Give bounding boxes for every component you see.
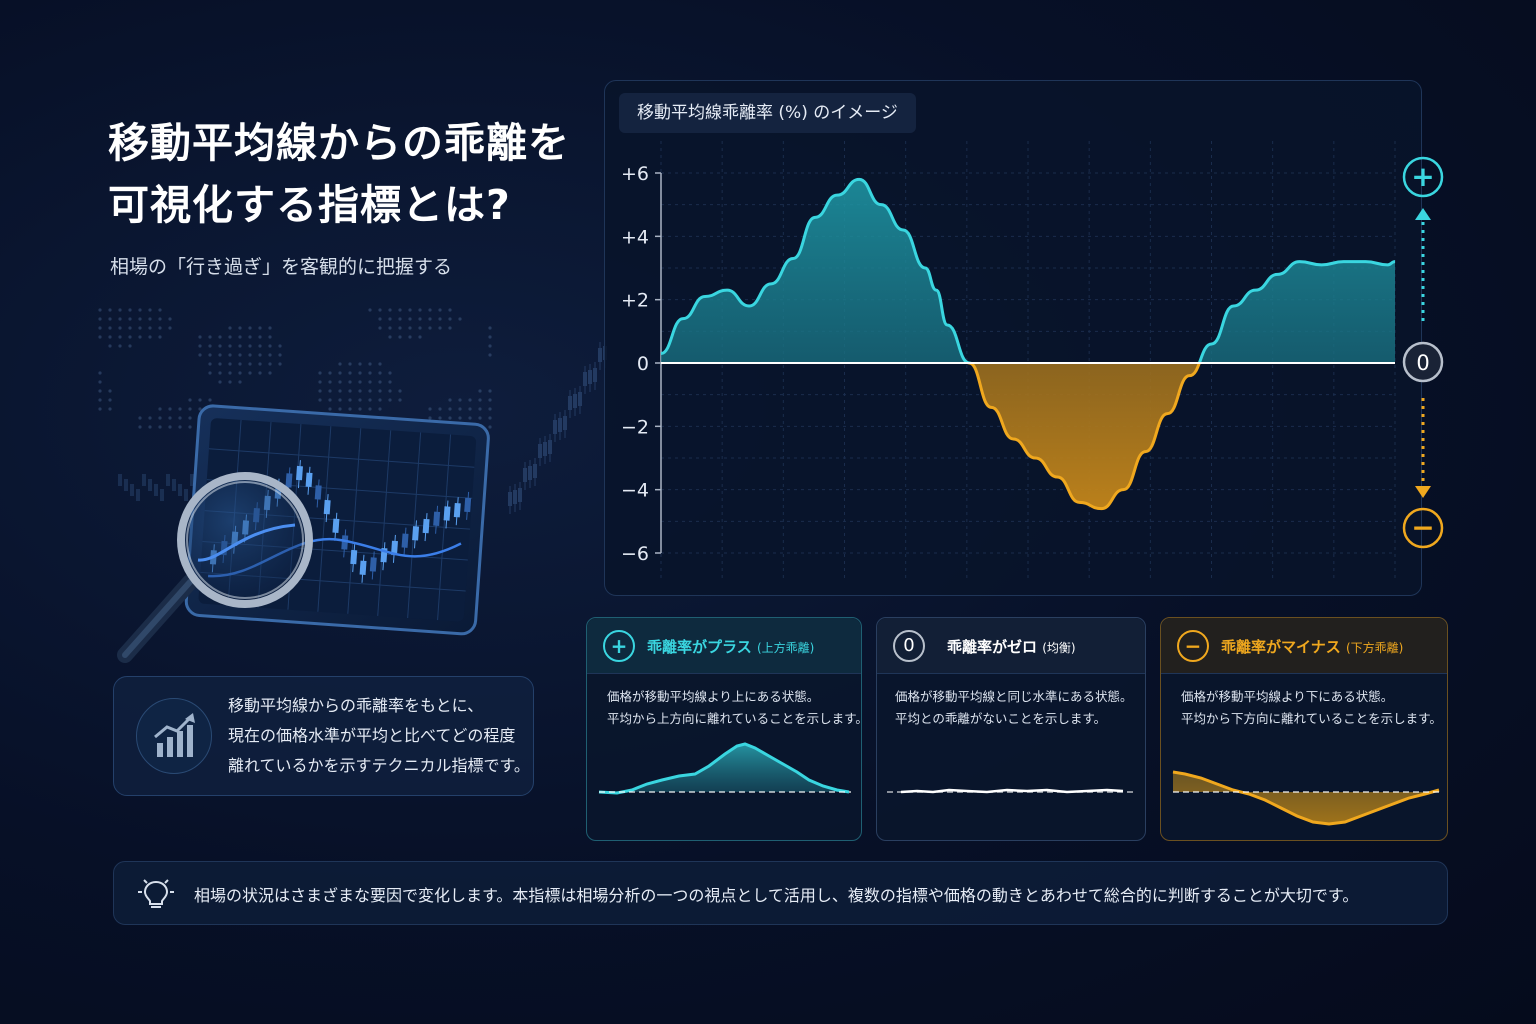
card-zero-line-1: 価格が移動平均線と同じ水準にある状態。 (895, 689, 1133, 704)
description-line-1: 移動平均線からの乖離率をもとに、 (228, 696, 484, 715)
title-line-1: 移動平均線からの乖離を (108, 119, 570, 167)
card-zero-description: 価格が移動平均線と同じ水準にある状態。 平均との乖離がないことを示します。 (895, 686, 1133, 730)
page-subtitle: 相場の「行き過ぎ」を客観的に把握する (110, 256, 453, 278)
card-zero-title-main: 乖離率がゼロ (947, 638, 1038, 656)
background-candles (118, 340, 607, 514)
tip-bar: 相場の状況はさまざまな要因で変化します。本指標は相場分析の一つの視点として活用し… (113, 861, 1448, 925)
arrow-down-icon (1415, 486, 1431, 498)
y-tick-label: −2 (621, 416, 649, 438)
minus-circle-icon: − (1402, 507, 1444, 549)
card-positive-description: 価格が移動平均線より上にある状態。 平均から上方向に離れていることを示します。 (607, 686, 868, 730)
card-negative-title: 乖離率がマイナス (下方乖離) (1221, 636, 1403, 657)
y-tick-label: +6 (621, 163, 649, 185)
card-zero: 0 乖離率がゼロ (均衡) 価格が移動平均線と同じ水準にある状態。 平均との乖離… (876, 617, 1146, 841)
card-negative-header: − 乖離率がマイナス (下方乖離) (1161, 618, 1447, 674)
tablet-magnifier-illustration (98, 308, 607, 663)
card-negative-description: 価格が移動平均線より下にある状態。 平均から下方向に離れていることを示します。 (1181, 686, 1442, 730)
card-negative-line-1: 価格が移動平均線より下にある状態。 (1181, 689, 1394, 704)
card-negative-title-sub: (下方乖離) (1345, 641, 1404, 655)
deviation-chart: +6 +4 +2 0 −2 −4 −6 (621, 141, 1396, 581)
card-zero-line-2: 平均との乖離がないことを示します。 (895, 711, 1107, 726)
chart-title: 移動平均線乖離率 (%) のイメージ (619, 93, 916, 133)
y-tick-label: +4 (621, 226, 649, 248)
minus-circle-icon: − (1177, 630, 1209, 662)
card-positive-title: 乖離率がプラス (上方乖離) (647, 636, 814, 657)
zero-circle-icon: 0 (893, 630, 925, 662)
plus-label: + (1411, 160, 1434, 193)
y-tick-label: −6 (621, 543, 649, 565)
card-negative-line-2: 平均から下方向に離れていることを示します。 (1181, 711, 1442, 726)
minus-label: − (1411, 511, 1434, 544)
positive-area (661, 179, 1395, 363)
card-negative: − 乖離率がマイナス (下方乖離) 価格が移動平均線より下にある状態。 平均から… (1160, 617, 1448, 841)
description-text: 移動平均線からの乖離率をもとに、 現在の価格水準が平均と比べてどの程度 離れてい… (228, 691, 530, 781)
card-positive-line-1: 価格が移動平均線より上にある状態。 (607, 689, 820, 704)
zero-mini-chart (887, 788, 1137, 794)
card-zero-title-sub: (均衡) (1042, 641, 1076, 655)
negative-area (661, 363, 1395, 509)
y-tick-label: −4 (621, 480, 649, 502)
direction-indicator: + 0 − (1402, 156, 1444, 549)
y-tick-label: +2 (621, 290, 649, 312)
card-positive: + 乖離率がプラス (上方乖離) 価格が移動平均線より上にある状態。 平均から上… (586, 617, 868, 841)
negative-line (965, 363, 1201, 511)
lightbulb-icon (138, 879, 174, 908)
description-line-2: 現在の価格水準が平均と比べてどの程度 (228, 726, 516, 745)
card-negative-title-main: 乖離率がマイナス (1221, 638, 1341, 656)
title-line-2: 可視化する指標とは? (108, 181, 511, 229)
description-card: 移動平均線からの乖離率をもとに、 現在の価格水準が平均と比べてどの程度 離れてい… (113, 676, 534, 796)
negative-mini-chart (1172, 770, 1440, 826)
deviation-chart-panel: +6 +4 +2 0 −2 −4 −6 移動平均線乖離率 (%) のイメージ (604, 80, 1422, 596)
card-positive-line-2: 平均から上方向に離れていることを示します。 (607, 711, 868, 726)
zero-label: 0 (1416, 351, 1429, 375)
world-map-dots (98, 308, 492, 429)
tip-text: 相場の状況はさまざまな要因で変化します。本指標は相場分析の一つの視点として活用し… (194, 886, 1359, 905)
y-tick-label: 0 (637, 353, 649, 375)
card-positive-header: + 乖離率がプラス (上方乖離) (587, 618, 861, 674)
bar-chart-up-icon (136, 698, 212, 774)
positive-mini-chart (598, 742, 851, 795)
page-title: 移動平均線からの乖離を 可視化する指標とは? (108, 112, 628, 236)
card-zero-header: 0 乖離率がゼロ (均衡) (877, 618, 1145, 674)
positive-line (661, 177, 1395, 363)
card-positive-title-sub: (上方乖離) (756, 641, 815, 655)
plus-circle-icon: + (1402, 156, 1444, 198)
magnifier-icon (117, 472, 313, 663)
arrow-up-icon (1415, 208, 1431, 220)
description-line-3: 離れているかを示すテクニカル指標です。 (228, 756, 530, 775)
card-zero-title: 乖離率がゼロ (均衡) (947, 636, 1076, 657)
card-positive-title-main: 乖離率がプラス (647, 638, 752, 656)
zero-circle-icon: 0 (1402, 341, 1444, 383)
plus-circle-icon: + (603, 630, 635, 662)
